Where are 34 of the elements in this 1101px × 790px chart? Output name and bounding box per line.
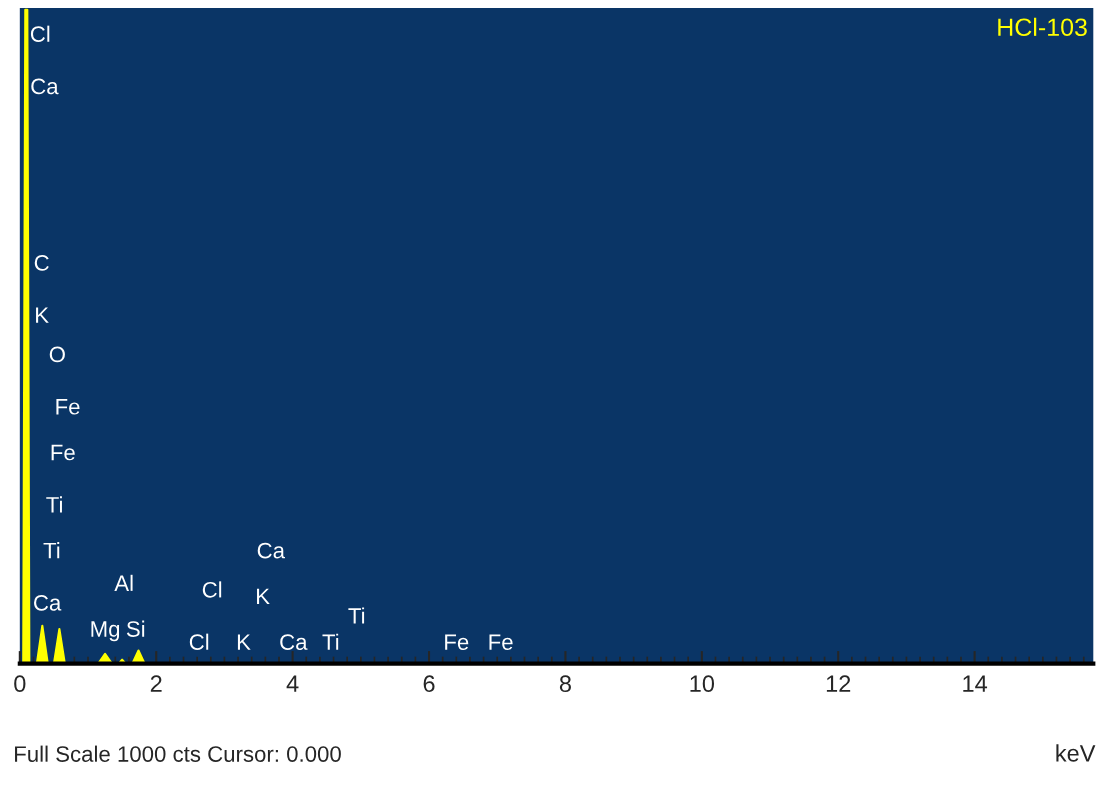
annotation: Ti	[46, 496, 62, 513]
annotation: Ca	[31, 78, 59, 95]
annotation: Fe	[56, 399, 80, 415]
annotation: K	[237, 634, 251, 650]
annotation: Si	[126, 620, 145, 637]
x-tick-label: 14	[963, 675, 988, 692]
x-tick-label: 2	[150, 675, 162, 692]
annotation: Fe	[489, 634, 513, 650]
annotation: Al	[114, 574, 133, 591]
x-tick-label: 4	[286, 675, 299, 692]
x-tick-label: 6	[423, 675, 435, 693]
annotation: Ti	[322, 633, 339, 650]
x-tick-label: 0	[14, 675, 26, 693]
annotation: Cl	[189, 633, 209, 650]
annotation: O	[49, 346, 65, 363]
x-tick-label: 8	[559, 675, 571, 693]
x-tick-label: 10	[690, 675, 715, 693]
annotation: Fe	[445, 634, 469, 650]
annotation: Ti	[43, 542, 60, 559]
x-tick-label: 12	[826, 675, 851, 692]
annotation: Ti	[348, 607, 365, 624]
annotation: Fe	[51, 444, 75, 461]
text: Full Scale 1000 cts Cursor: 0.000	[15, 745, 341, 762]
annotation: K	[36, 307, 49, 323]
x-axis-title: keV	[1056, 744, 1096, 762]
annotation: Cl	[30, 25, 50, 42]
annotation: Ca	[280, 634, 308, 650]
annotation: C	[34, 255, 49, 271]
annotation: K	[257, 588, 270, 604]
annotation: Mg	[91, 621, 120, 642]
chart-title: HCl-103	[998, 17, 1087, 37]
annotation: Ca	[34, 594, 62, 611]
annotation: Ca	[257, 542, 285, 559]
annotation: Cl	[202, 581, 222, 598]
